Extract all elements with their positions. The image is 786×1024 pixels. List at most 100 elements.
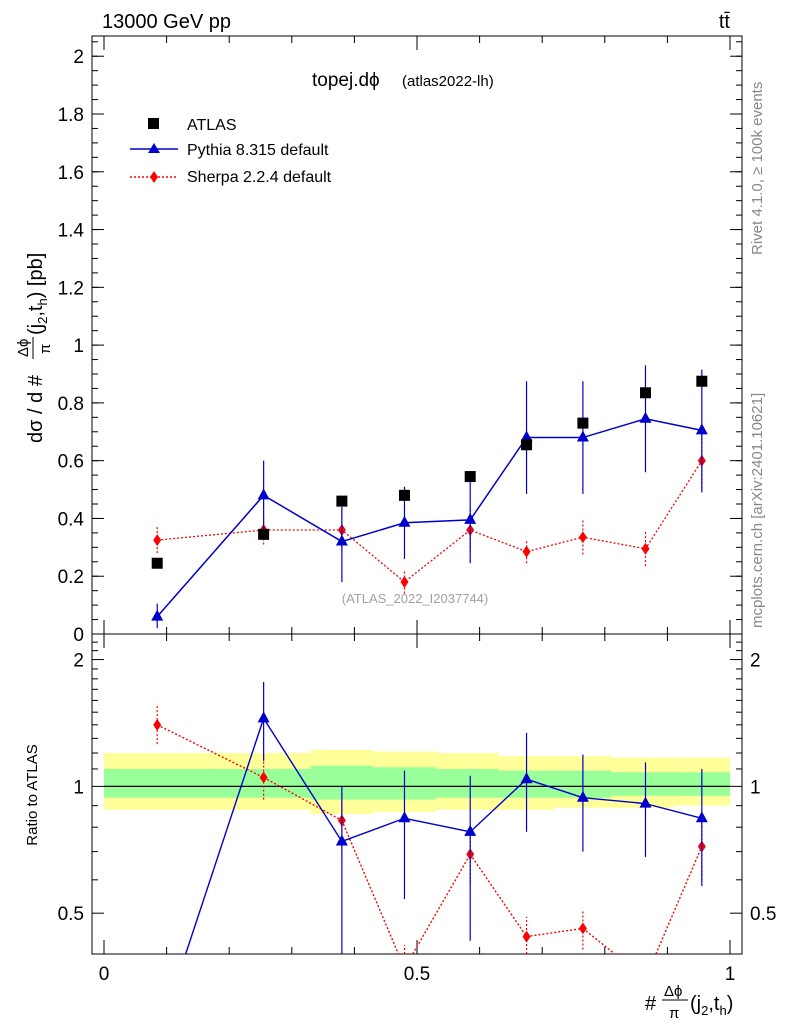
pythia-main-line	[156, 418, 702, 618]
pythia-ratio-line-segment	[526, 778, 584, 799]
pythia-main-point	[695, 423, 708, 435]
main-y-tick-label: 0.4	[58, 509, 85, 530]
sherpa-main-line	[157, 460, 703, 583]
pythia-ratio-point	[335, 834, 348, 846]
main-y-tick-label: 1.2	[58, 278, 84, 299]
mcplots-label: mcplots.cern.ch [arXiv:2401.10621]	[749, 393, 766, 628]
sherpa-ratio-line-segment	[582, 927, 616, 955]
legend-atlas-label: ATLAS	[187, 117, 237, 134]
atlas-main-point	[464, 471, 476, 483]
atlas-main-point	[696, 375, 708, 387]
pythia-ratio-point	[639, 796, 652, 808]
process-label: tt̄	[719, 11, 731, 33]
atlas-main-point	[258, 528, 270, 540]
pythia-ratio-line-segment	[341, 817, 405, 843]
sherpa-ratio-line-segment	[469, 853, 528, 937]
xlabel-frac-den: π	[669, 1005, 679, 1022]
pythia-ratio-line-segment	[263, 718, 343, 842]
ratio-y-tick-label-left: 1	[73, 777, 84, 798]
main-subtitle: (atlas2022-lh)	[402, 73, 494, 90]
green-band-segment	[611, 772, 674, 796]
ratio-data	[153, 681, 708, 955]
main-y-tick-label: 0.8	[58, 394, 84, 415]
sherpa-ratio-line-segment	[412, 853, 471, 955]
green-band-segment	[210, 768, 311, 798]
pythia-main-point	[576, 430, 589, 442]
pythia-ratio-point	[398, 811, 411, 823]
legend-sherpa-label: Sherpa 2.2.4 default	[187, 169, 332, 186]
ratio-uncertainty-bands	[104, 749, 730, 814]
legend-atlas-marker	[148, 118, 159, 129]
main-ylabel-frac-num: Δϕ	[15, 339, 32, 357]
atlas-main-point	[151, 557, 163, 569]
main-y-tick-label: 1	[73, 336, 84, 357]
main-ylabel-text: dσ / d #	[25, 374, 47, 443]
sherpa-ratio-point	[153, 718, 162, 731]
xlabel-tail: (j2,th)	[690, 993, 733, 1018]
pythia-main-point	[151, 609, 164, 621]
main-y-axis: 0 0.2 0.4 0.6 0.8 1 1.2 1.4 1.6 1.8 2	[58, 41, 742, 646]
main-y-tick-label: 1.6	[58, 163, 84, 184]
atlas-main-point	[521, 439, 533, 451]
sherpa-main-point	[578, 531, 587, 544]
pythia-ratio-line-segment	[645, 802, 703, 819]
x-tick-label: 1	[725, 964, 736, 985]
pythia-main-point	[520, 430, 533, 442]
sherpa-ratio-point	[259, 771, 268, 784]
ratio-y-tick-label-right: 1	[750, 777, 761, 798]
pythia-main-point	[257, 488, 270, 500]
legend-pythia-label: Pythia 8.315 default	[187, 142, 329, 159]
pythia-main-point	[464, 512, 477, 524]
xlabel-frac-num: Δϕ	[664, 983, 682, 1000]
main-y-axis-label: dσ / d # Δϕ π (j2,th) [pb]	[15, 253, 54, 443]
legend-sherpa-marker	[150, 171, 158, 183]
main-y-tick-label: 2	[73, 47, 84, 68]
main-y-tick-label: 0	[73, 625, 84, 646]
sherpa-ratio-line-segment	[263, 776, 343, 822]
pythia-main-point	[335, 534, 348, 546]
ratio-y-tick-label-right: 0.5	[750, 904, 776, 925]
ratio-y-axis-label: Ratio to ATLAS	[24, 744, 41, 845]
pythia-main-point	[398, 515, 411, 527]
analysis-watermark: (ATLAS_2022_I2037744)	[342, 591, 488, 606]
x-axis: 0 0.5 1	[99, 36, 736, 985]
energy-label: 13000 GeV pp	[102, 11, 231, 33]
pythia-ratio-line-segment	[404, 817, 471, 833]
main-ylabel-tail: (j2,th) [pb]	[25, 253, 50, 335]
xlabel-prefix: #	[645, 993, 657, 1015]
atlas-main-point	[398, 489, 410, 501]
green-band-segment	[104, 768, 211, 798]
sherpa-ratio-point	[522, 930, 531, 943]
legend: ATLAS Pythia 8.315 default Sherpa 2.2.4 …	[130, 117, 332, 186]
main-y-tick-label: 0.2	[58, 567, 84, 588]
sherpa-main-point	[153, 534, 162, 547]
main-y-tick-label: 0.6	[58, 452, 84, 473]
pythia-ratio-point	[257, 711, 270, 723]
sherpa-main-point	[522, 545, 531, 558]
pythia-ratio-point	[520, 772, 533, 784]
atlas-main-point	[577, 417, 589, 429]
main-ylabel-frac-den: π	[37, 344, 54, 354]
atlas-main-point	[639, 387, 651, 399]
main-y-tick-label: 1.8	[58, 105, 84, 126]
sherpa-main-point	[641, 542, 650, 555]
pythia-ratio-point	[576, 790, 589, 802]
sherpa-ratio-line-segment	[341, 820, 400, 955]
main-title: topej.dϕ	[312, 70, 380, 91]
ratio-y-tick-label-left: 2	[73, 651, 84, 672]
atlas-main-point	[336, 495, 348, 507]
x-tick-label: 0.5	[404, 964, 430, 985]
sherpa-ratio-line-segment	[655, 846, 703, 955]
pythia-main-point	[639, 411, 652, 423]
green-band-segment	[435, 768, 499, 798]
pythia-ratio-point	[695, 811, 708, 823]
sherpa-main-point	[400, 576, 409, 588]
pythia-ratio-point	[464, 824, 477, 836]
rivet-label: Rivet 4.1.0, ≥ 100k events	[749, 82, 766, 255]
main-data	[151, 365, 708, 629]
sherpa-ratio-line-segment	[526, 927, 583, 938]
pythia-ratio-line-segment	[582, 796, 646, 805]
sherpa-ratio-point	[578, 922, 587, 935]
ratio-y-tick-label-left: 0.5	[58, 904, 84, 925]
